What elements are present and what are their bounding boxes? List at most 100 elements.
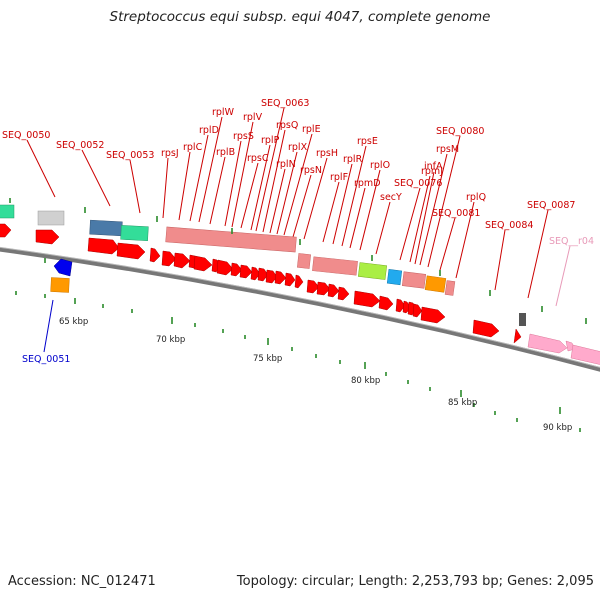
callout-seq-0084 xyxy=(494,229,506,291)
gene-label-rpln[interactable]: rplN xyxy=(276,159,296,170)
callout-seq-0063 xyxy=(255,107,285,232)
gene-label-rplr[interactable]: rplR xyxy=(343,154,363,165)
gene-seq-0052-feature xyxy=(89,219,123,237)
genome-title: Streptococcus equi subsp. equi 4047, com… xyxy=(109,9,491,25)
callout-rplb xyxy=(209,156,226,225)
gene-label-seq-0050[interactable]: SEQ_0050 xyxy=(2,130,50,141)
gene-arrow xyxy=(161,250,177,267)
gene-label-seq-0053[interactable]: SEQ_0053 xyxy=(106,150,154,161)
callout-rpld xyxy=(189,134,209,222)
forward-genes-track xyxy=(0,223,522,344)
callout-rplx xyxy=(276,151,298,235)
callout-rpsj xyxy=(162,157,169,219)
ribosomal-block-4 xyxy=(401,271,427,289)
gene-arrow xyxy=(257,267,269,282)
gene-labels: SEQ_0050 SEQ_0051 SEQ_0052 SEQ_0053 rpsJ… xyxy=(2,98,594,365)
gene-seq-0080-feature xyxy=(424,275,447,293)
gene-arrow xyxy=(87,237,120,255)
gene-label-rpsh[interactable]: rpsH xyxy=(316,148,338,159)
callout-rpmd xyxy=(349,187,366,249)
gene-label-seq-0063[interactable]: SEQ_0063 xyxy=(261,98,309,109)
scale-label-75kbp: 75 kbp xyxy=(253,354,282,364)
gene-seq-0053-feature xyxy=(120,225,149,241)
gene-arrow xyxy=(35,229,60,245)
callout-rpsh xyxy=(303,157,328,240)
ribosomal-block-1 xyxy=(165,226,297,253)
callout-seq-0076 xyxy=(399,187,421,261)
ribosomal-block-5 xyxy=(444,280,456,296)
scale-label-90kbp: 90 kbp xyxy=(543,423,572,433)
gene-label-seq-0084[interactable]: SEQ_0084 xyxy=(485,220,533,231)
gene-arrow xyxy=(265,269,278,284)
callout-rplc xyxy=(178,151,191,221)
gene-seq-0051-arrow xyxy=(53,258,73,277)
gene-label-rpsj[interactable]: rpsJ xyxy=(161,148,179,159)
gene-seq-r04-arrow xyxy=(527,333,568,354)
gene-label-seq-0052[interactable]: SEQ_0052 xyxy=(56,140,104,151)
gene-label-seq-0080[interactable]: SEQ_0080 xyxy=(436,126,484,137)
gene-label-rpse[interactable]: rpsE xyxy=(357,136,378,147)
gene-label-infa[interactable]: infA xyxy=(424,161,443,172)
callout-rplv xyxy=(231,121,254,228)
gene-label-rplw[interactable]: rplW xyxy=(212,107,235,118)
gene-label-rpmd[interactable]: rpmD xyxy=(354,178,381,189)
gene-label-rpsq[interactable]: rpsQ xyxy=(276,120,298,131)
gene-arrow xyxy=(149,247,161,263)
gene-label-rplq[interactable]: rplQ xyxy=(466,192,486,203)
callout-rplp xyxy=(250,144,271,231)
gene-seq-0087-feature xyxy=(519,313,526,326)
genome-summary: Topology: circular; Length: 2,253,793 bp… xyxy=(236,574,594,589)
gene-arrow xyxy=(306,279,320,294)
gene-label-rple[interactable]: rplE xyxy=(302,124,321,135)
gene-label-rplc[interactable]: rplC xyxy=(183,142,203,153)
gene-label-rpsm[interactable]: rpsM xyxy=(436,144,459,155)
gene-arrow xyxy=(239,264,253,279)
callout-rpsm xyxy=(419,153,448,266)
gene-label-seq-0087[interactable]: SEQ_0087 xyxy=(527,200,575,211)
callout-seq-0051 xyxy=(43,299,54,353)
gene-arrow xyxy=(472,319,500,338)
gene-label-seq-r04[interactable]: SEQ__r04 xyxy=(549,236,594,247)
gene-arrow xyxy=(353,290,381,308)
gene-label-rplv[interactable]: rplV xyxy=(243,112,263,123)
gene-label-rplb[interactable]: rplB xyxy=(216,147,235,158)
gene-label-rplp[interactable]: rplP xyxy=(261,135,280,146)
callout-seq-0052 xyxy=(81,149,111,207)
gene-label-rplo[interactable]: rplO xyxy=(370,160,390,171)
callout-rpsq xyxy=(262,129,286,233)
scale-ticks xyxy=(9,198,587,432)
gene-arrow xyxy=(337,286,350,301)
gene-label-seq-0081[interactable]: SEQ_0081 xyxy=(432,208,480,219)
gene-label-rpsn[interactable]: rpsN xyxy=(300,165,322,176)
callout-rplo xyxy=(359,169,381,251)
callout-rpsc xyxy=(240,162,259,229)
gene-arrow xyxy=(378,295,394,311)
gene-label-seq-0076[interactable]: SEQ_0076 xyxy=(394,178,442,189)
gene-label-rplx[interactable]: rplX xyxy=(288,142,308,153)
gene-label-rpld[interactable]: rplD xyxy=(199,125,219,136)
gene-label-seq-0051[interactable]: SEQ_0051 xyxy=(22,354,70,365)
callout-rpsn xyxy=(292,174,312,238)
gene-arrow xyxy=(294,274,304,289)
gene-label-rplf[interactable]: rplF xyxy=(330,172,348,183)
ribosomal-block-2 xyxy=(297,253,311,269)
scale-label-65kbp: 65 kbp xyxy=(59,317,88,327)
callout-rplf xyxy=(322,181,340,243)
gene-arrow xyxy=(116,242,146,260)
gene-arrow xyxy=(316,281,331,296)
gene-label-rpsc[interactable]: rpsC xyxy=(247,153,269,164)
scale-labels: 65 kbp 70 kbp 75 kbp 80 kbp 85 kbp 90 kb… xyxy=(59,317,572,433)
gene-label-rpmj[interactable]: rpmJ xyxy=(421,166,443,177)
gene-arrow xyxy=(284,272,296,287)
gene-secy-feature xyxy=(357,262,388,280)
callout-rpse xyxy=(341,145,367,247)
reverse-feature-track xyxy=(50,258,600,365)
callout-rplq xyxy=(455,201,475,279)
gene-seq-r04-arrow-3 xyxy=(570,344,600,365)
gene-arrow xyxy=(193,255,213,272)
gene-arrow xyxy=(274,270,287,285)
gene-label-rpss[interactable]: rpsS xyxy=(233,131,254,142)
callout-seq-0080 xyxy=(427,135,461,268)
gene-label-secy[interactable]: secY xyxy=(380,192,402,203)
